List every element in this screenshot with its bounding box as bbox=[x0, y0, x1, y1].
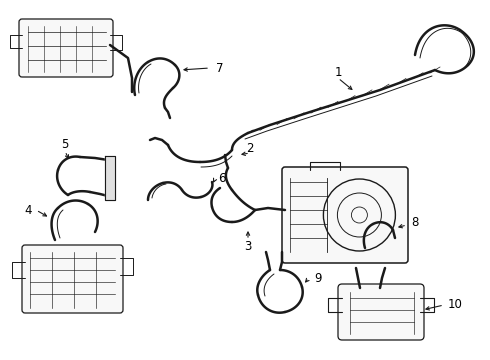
Text: 1: 1 bbox=[334, 66, 342, 78]
Text: 2: 2 bbox=[246, 141, 254, 154]
Text: 8: 8 bbox=[411, 216, 418, 229]
FancyBboxPatch shape bbox=[282, 167, 408, 263]
FancyBboxPatch shape bbox=[22, 245, 123, 313]
Text: 4: 4 bbox=[24, 203, 32, 216]
Text: 5: 5 bbox=[61, 139, 69, 152]
Text: 9: 9 bbox=[314, 271, 322, 284]
FancyBboxPatch shape bbox=[19, 19, 113, 77]
FancyBboxPatch shape bbox=[338, 284, 424, 340]
Text: 3: 3 bbox=[245, 239, 252, 252]
Text: 10: 10 bbox=[447, 298, 463, 311]
Text: 7: 7 bbox=[216, 62, 224, 75]
Text: 6: 6 bbox=[218, 171, 226, 184]
